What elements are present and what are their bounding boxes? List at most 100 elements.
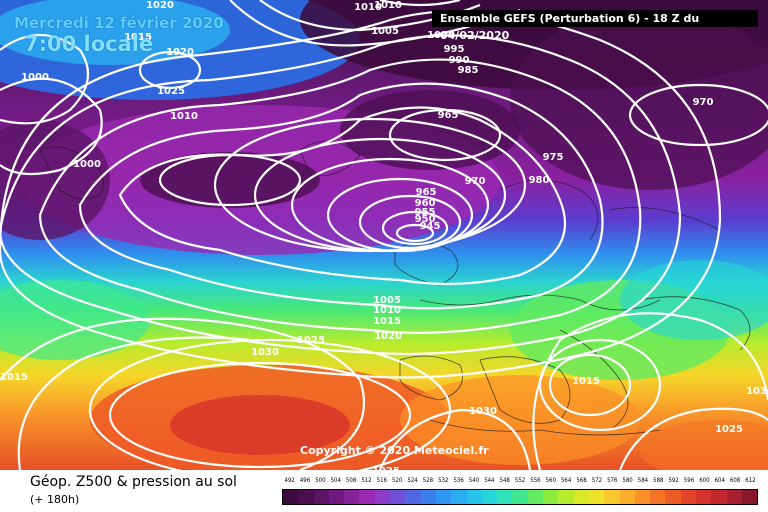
scale-value: 520 [392,477,403,484]
isobar-label: 1015 [124,32,152,43]
scale-value: 548 [499,477,510,484]
scale-value: 528 [422,477,434,484]
scale-value: 576 [607,477,618,484]
scale-value: 500 [315,477,326,484]
isobar-label: 1020 [146,0,174,11]
scale-value: 508 [345,477,357,484]
color-scale-labels: 492 496 500 504 508 512 516 520 524 528 532 536 540 5… [282,477,758,489]
scale-swatch [497,490,513,504]
scale-swatch [283,490,299,504]
isobar-label: 1000 [427,30,455,41]
isobar-label: 970 [693,97,714,108]
scale-swatch [328,490,345,504]
isobar-label: 985 [458,65,479,76]
isobar-label: 1025 [157,86,185,97]
scale-value: 588 [653,477,664,484]
scale-value: 532 [438,477,449,484]
scale-swatch [344,490,360,504]
scale-swatch [543,490,559,504]
isobar-label: 1015 [124,32,152,43]
isobar-label: 1030 [469,406,497,417]
isobar-label-set: 1020 1015 1010 1010 1000 995 990 985 970… [0,0,768,470]
scale-value: 568 [576,477,587,484]
scale-swatch [665,490,681,504]
isobar-label: 965 [438,110,459,121]
scale-swatch [726,490,742,504]
isobar-label: 945 [420,221,441,232]
scale-swatch [558,490,574,504]
isobar-label: 1025 [297,335,325,346]
scale-swatch [680,490,697,504]
isobar-label: 950 [415,214,436,225]
isobar-label: 1000 [73,159,101,170]
isobar-label: 1030 [251,347,279,358]
isobar-label: 990 [449,55,470,66]
isobar-label: 1020 [374,331,402,342]
isobar-label: 1015 [0,372,28,383]
scale-value: 612 [745,477,756,484]
scale-value: 604 [714,477,725,484]
scale-value: 580 [622,477,633,484]
scale-value: 524 [407,477,418,484]
isobar-label: 1010 [374,0,402,11]
scale-value: 572 [591,477,603,484]
scale-value: 592 [668,477,679,484]
scale-swatch [405,490,421,504]
scale-value: 584 [637,477,649,484]
scale-swatch [435,490,452,504]
run-info-banner: Ensemble GEFS (Perturbation 6) - 18 Z du… [432,10,758,42]
scale-swatch [650,490,666,504]
scale-swatch [420,490,436,504]
scale-swatch [588,490,605,504]
scale-swatch [390,490,406,504]
isobar-label: 995 [444,44,465,55]
weather-map: 1020 1015 1010 1010 1000 995 990 985 970… [0,0,768,470]
scale-value: 540 [468,477,480,484]
isobar-label: 1000 [21,72,49,83]
forecast-date: Mercredi 12 février 2020 [14,14,224,32]
scale-swatch [359,490,375,504]
scale-swatch [619,490,635,504]
isobar-label: 975 [543,152,564,163]
isobar-label: 1015 [572,376,600,387]
scale-swatch [298,490,314,504]
isobar-label: 1020 [166,47,194,58]
scale-value: 516 [376,477,387,484]
scale-value: 560 [545,477,556,484]
isobar-label: 1010 [373,305,401,316]
isobar-label: 955 [415,207,436,218]
copyright-notice: Copyright © 2020 Meteociel.fr [300,444,489,457]
scale-swatch [527,490,544,504]
parameter-title: Géop. Z500 & pression au sol [30,474,237,490]
scale-value: 496 [299,477,311,484]
isobar-label: 1025 [715,424,743,435]
scale-swatch [711,490,727,504]
isobar-label: 980 [529,175,550,186]
scale-swatch [313,490,329,504]
isobar-label: 970 [465,176,486,187]
scale-value: 608 [729,477,741,484]
scale-value: 504 [330,477,341,484]
isobar-label: 960 [415,198,436,209]
scale-swatch [451,490,467,504]
scale-value: 552 [514,477,526,484]
scale-swatch [374,490,391,504]
scale-swatch [573,490,589,504]
scale-value: 564 [560,477,572,484]
scale-value: 544 [484,477,495,484]
scale-swatch [741,490,758,504]
scale-swatch [512,490,528,504]
scale-swatch [634,490,651,504]
scale-swatch [466,490,482,504]
isobar-label: 1015 [373,316,401,327]
scale-value: 556 [530,477,541,484]
color-scale-swatches [282,489,758,505]
scale-value: 600 [699,477,710,484]
isobars [0,0,768,470]
isobar-label: 1005 [373,295,401,306]
scale-value: 512 [361,477,372,484]
color-scale: 492 496 500 504 508 512 516 520 524 528 532 536 540 5… [282,477,758,507]
scale-swatch [696,490,712,504]
isobar-label: 965 [416,187,437,198]
isobar-label: 1010 [354,2,382,13]
